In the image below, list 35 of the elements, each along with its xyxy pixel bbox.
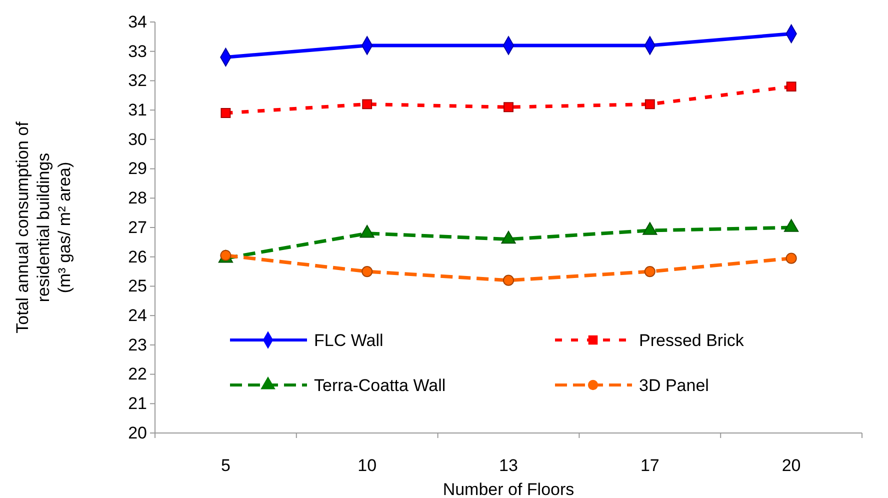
y-tick-label: 23 bbox=[128, 335, 147, 354]
y-tick-label: 26 bbox=[128, 247, 147, 266]
x-tick-label: 13 bbox=[499, 456, 518, 475]
point bbox=[786, 82, 796, 92]
y-tick-label: 28 bbox=[128, 188, 147, 208]
x-axis-title: Number of Floors bbox=[442, 480, 574, 498]
legend-label: 3D Panel bbox=[639, 376, 709, 395]
y-axis-title: Total annual consumption of residential buildings (m³ gas/ m² area) bbox=[13, 121, 74, 334]
legend-label: Pressed Brick bbox=[639, 331, 744, 350]
y-tick-label: 27 bbox=[128, 218, 147, 237]
y-tick-label: 32 bbox=[128, 71, 147, 90]
point bbox=[644, 99, 655, 110]
legend-label: FLC Wall bbox=[314, 331, 384, 350]
x-tick-label: 5 bbox=[220, 456, 230, 475]
y-tick-label: 33 bbox=[128, 42, 147, 61]
legend-label: Terra-Coatta Wall bbox=[314, 376, 446, 395]
point bbox=[220, 108, 231, 118]
point bbox=[502, 274, 514, 286]
point bbox=[644, 266, 656, 278]
y-tick-label: 31 bbox=[128, 100, 147, 120]
x-tick-label: 17 bbox=[640, 456, 660, 475]
y-tick-label: 30 bbox=[128, 130, 147, 149]
y-tick-label: 21 bbox=[128, 394, 147, 414]
y-tick-label: 24 bbox=[128, 306, 147, 326]
point bbox=[786, 252, 797, 264]
y-tick-label: 20 bbox=[128, 423, 147, 442]
point bbox=[504, 102, 514, 112]
y-tick-label: 29 bbox=[128, 159, 147, 178]
x-tick-label: 20 bbox=[782, 456, 801, 475]
x-tick-label: 10 bbox=[358, 456, 377, 475]
point bbox=[362, 99, 372, 110]
y-tick-label: 25 bbox=[128, 276, 147, 296]
y-tick-label: 34 bbox=[128, 12, 147, 32]
y-tick-label: 22 bbox=[128, 364, 147, 384]
point bbox=[362, 266, 373, 278]
